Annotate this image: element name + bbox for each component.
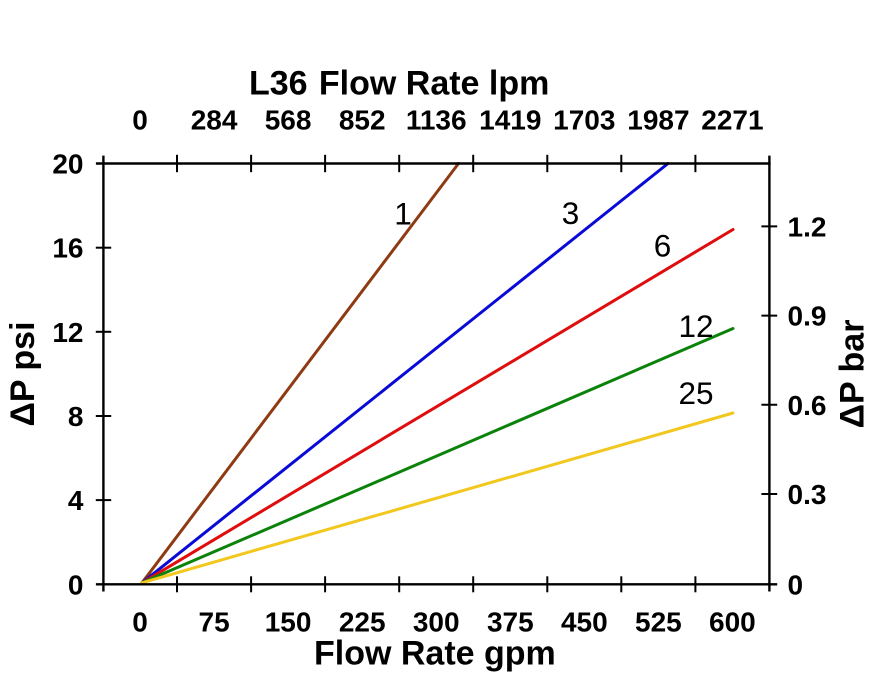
svg-text:12: 12 (678, 308, 713, 344)
svg-text:150: 150 (265, 607, 312, 638)
svg-text:0: 0 (132, 607, 148, 638)
svg-text:12: 12 (52, 317, 83, 348)
svg-text:0.6: 0.6 (788, 390, 827, 421)
svg-text:ΔP psi: ΔP psi (4, 321, 42, 426)
svg-text:375: 375 (487, 607, 534, 638)
svg-text:0: 0 (788, 569, 804, 600)
svg-text:1987: 1987 (627, 105, 689, 136)
svg-text:Flow Rate lpm: Flow Rate lpm (319, 65, 549, 103)
svg-text:852: 852 (339, 105, 386, 136)
svg-text:284: 284 (191, 105, 238, 136)
svg-text:0: 0 (132, 105, 148, 136)
svg-text:1419: 1419 (479, 105, 541, 136)
svg-text:Flow Rate gpm: Flow Rate gpm (314, 635, 556, 673)
svg-text:300: 300 (413, 607, 460, 638)
svg-text:1.2: 1.2 (788, 211, 827, 242)
svg-text:ΔP bar: ΔP bar (834, 320, 872, 429)
svg-text:8: 8 (68, 401, 84, 432)
svg-text:4: 4 (68, 485, 84, 516)
svg-text:1: 1 (394, 196, 412, 232)
svg-text:600: 600 (709, 607, 756, 638)
svg-text:20: 20 (52, 149, 83, 180)
svg-text:1703: 1703 (553, 105, 615, 136)
svg-text:0.9: 0.9 (788, 301, 827, 332)
svg-text:225: 225 (339, 607, 386, 638)
svg-text:1136: 1136 (406, 105, 467, 136)
svg-text:75: 75 (199, 607, 230, 638)
svg-text:0: 0 (68, 569, 84, 600)
svg-text:450: 450 (561, 607, 608, 638)
svg-text:568: 568 (265, 105, 312, 136)
svg-text:525: 525 (635, 607, 682, 638)
svg-text:16: 16 (52, 233, 83, 264)
svg-text:0.3: 0.3 (788, 479, 827, 510)
svg-text:3: 3 (562, 195, 580, 231)
svg-text:2271: 2271 (701, 105, 763, 136)
svg-text:6: 6 (654, 228, 672, 264)
svg-text:25: 25 (678, 375, 713, 411)
svg-text:L36: L36 (249, 65, 308, 103)
